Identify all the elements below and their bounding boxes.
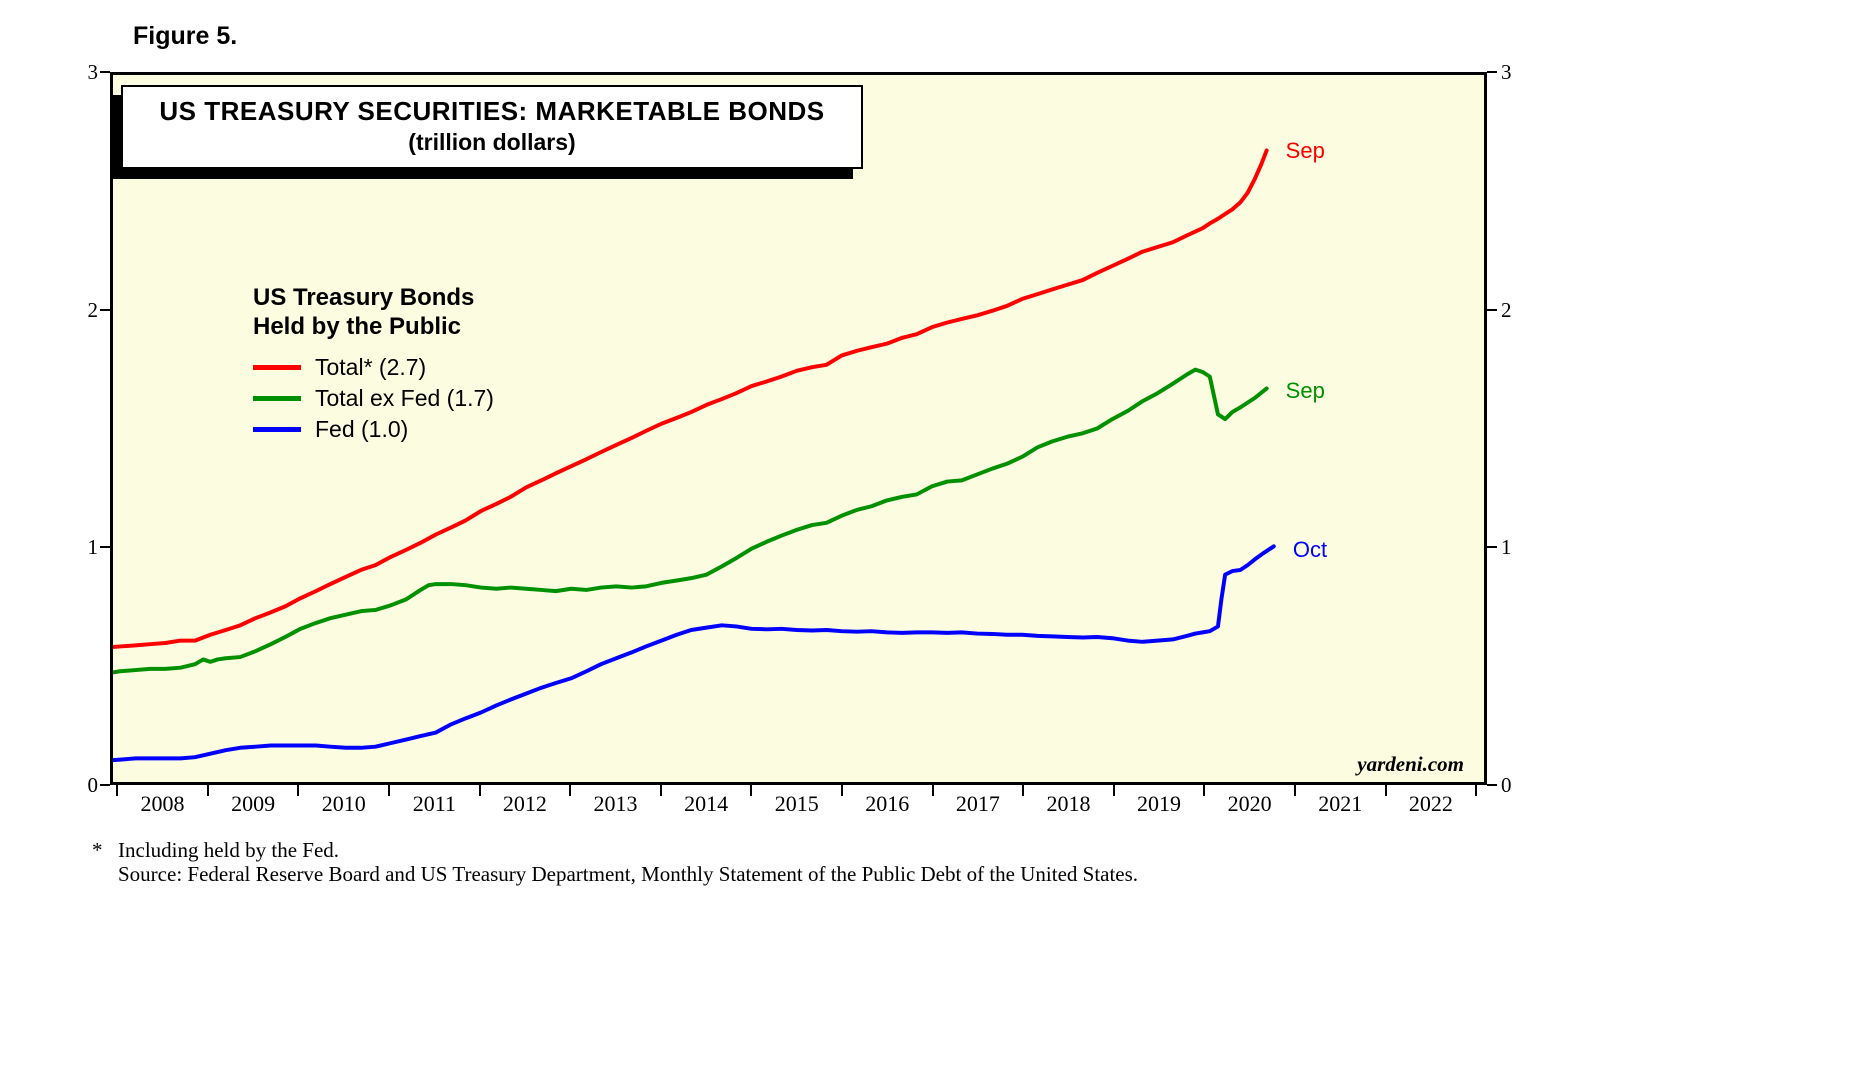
y-axis-label-left: 2 — [87, 297, 99, 322]
y-axis-label-left: 3 — [87, 60, 99, 84]
y-axis-tick-left — [100, 546, 110, 549]
x-axis-tick — [659, 785, 662, 796]
x-axis-tick — [478, 785, 481, 796]
series-line-total-ex-fed — [113, 367, 1269, 675]
x-axis-tick — [297, 785, 300, 796]
figure-label: Figure 5. — [133, 22, 238, 50]
x-axis-tick — [569, 785, 572, 796]
x-axis-tick — [206, 785, 209, 796]
x-axis-tick — [1022, 785, 1025, 796]
y-axis-tick-right — [1487, 546, 1497, 549]
legend-item-total-ex-fed: Total ex Fed (1.7) — [253, 383, 494, 414]
series-end-label-total-ex-fed: Sep — [1285, 378, 1325, 404]
x-axis-label: 2008 — [140, 791, 185, 816]
series-line-total — [113, 148, 1269, 649]
footnote-asterisk: * Including held by the Fed. — [92, 838, 339, 863]
legend-swatch-total — [253, 364, 301, 370]
x-axis-label: 2018 — [1046, 791, 1091, 816]
y-axis-tick-right — [1487, 308, 1497, 311]
x-axis-label: 2013 — [593, 791, 638, 816]
footnote-marker: * — [92, 838, 103, 862]
legend-label-fed: Fed (1.0) — [315, 415, 409, 442]
x-axis-label: 2017 — [955, 791, 1000, 816]
y-axis-tick-right — [1487, 784, 1497, 786]
x-axis-label: 2021 — [1318, 791, 1363, 816]
legend-title-line1: US Treasury Bonds — [253, 284, 475, 311]
series-end-label-total: Sep — [1285, 138, 1325, 164]
x-axis-label: 2022 — [1408, 791, 1453, 816]
x-axis-tick — [1203, 785, 1206, 796]
x-axis-label: 2009 — [231, 791, 276, 816]
legend-title-line2: Held by the Public — [253, 313, 462, 341]
chart-series-canvas — [113, 148, 1276, 763]
x-axis-tick — [1293, 785, 1296, 796]
x-axis-tick — [750, 785, 753, 796]
legend-item-fed: Fed (1.0) — [253, 414, 494, 445]
legend-swatch-total-ex-fed — [253, 395, 301, 401]
y-axis-label-left: 0 — [87, 773, 99, 797]
chart-subtitle: (trillion dollars) — [408, 129, 576, 155]
x-axis-tick — [116, 785, 119, 796]
x-axis-tick — [931, 785, 934, 796]
legend-label-total: Total* (2.7) — [315, 353, 427, 380]
y-axis-label-right: 2 — [1501, 297, 1512, 322]
plot-area: US TREASURY SECURITIES: MARKETABLE BONDS… — [110, 72, 1487, 785]
y-axis-tick-left — [100, 71, 110, 73]
legend-item-total: Total* (2.7) — [253, 352, 494, 383]
x-axis-label: 2010 — [321, 791, 366, 816]
y-axis-label-right: 1 — [1501, 535, 1512, 560]
y-axis-tick-left — [100, 308, 110, 311]
x-axis-tick — [840, 785, 843, 796]
x-axis-tick — [1384, 785, 1387, 796]
x-axis-label: 2011 — [412, 791, 456, 816]
legend-swatch-fed — [253, 426, 301, 432]
x-axis-label: 2016 — [865, 791, 910, 816]
x-axis-label: 2014 — [684, 791, 729, 816]
footnote-text: Including held by the Fed. — [118, 838, 340, 862]
legend-label-total-ex-fed: Total ex Fed (1.7) — [315, 384, 494, 411]
x-axis-tick — [1475, 785, 1478, 796]
y-axis-label-right: 3 — [1501, 60, 1512, 84]
x-axis-tick — [1112, 785, 1115, 796]
y-axis-tick-left — [100, 784, 110, 786]
y-axis-label-left: 1 — [87, 535, 99, 560]
y-axis-label-right: 0 — [1501, 773, 1512, 797]
y-axis-tick-right — [1487, 71, 1497, 73]
chart-title-box: US TREASURY SECURITIES: MARKETABLE BONDS… — [121, 85, 863, 169]
series-end-label-fed: Oct — [1292, 537, 1328, 563]
x-axis-label: 2020 — [1227, 791, 1272, 816]
x-axis-label: 2015 — [774, 791, 819, 816]
chart-title: US TREASURY SECURITIES: MARKETABLE BONDS — [159, 96, 825, 126]
x-axis-tick — [388, 785, 391, 796]
footnote-source: Source: Federal Reserve Board and US Tre… — [118, 862, 1139, 886]
series-line-fed — [113, 544, 1276, 763]
legend-title: US Treasury Bonds Held by the Public — [253, 283, 494, 342]
watermark-yardeni: yardeni.com — [1357, 752, 1464, 776]
chart-legend: US Treasury Bonds Held by the Public Tot… — [253, 283, 494, 445]
x-axis-label: 2019 — [1137, 791, 1182, 816]
x-axis-label: 2012 — [502, 791, 547, 816]
